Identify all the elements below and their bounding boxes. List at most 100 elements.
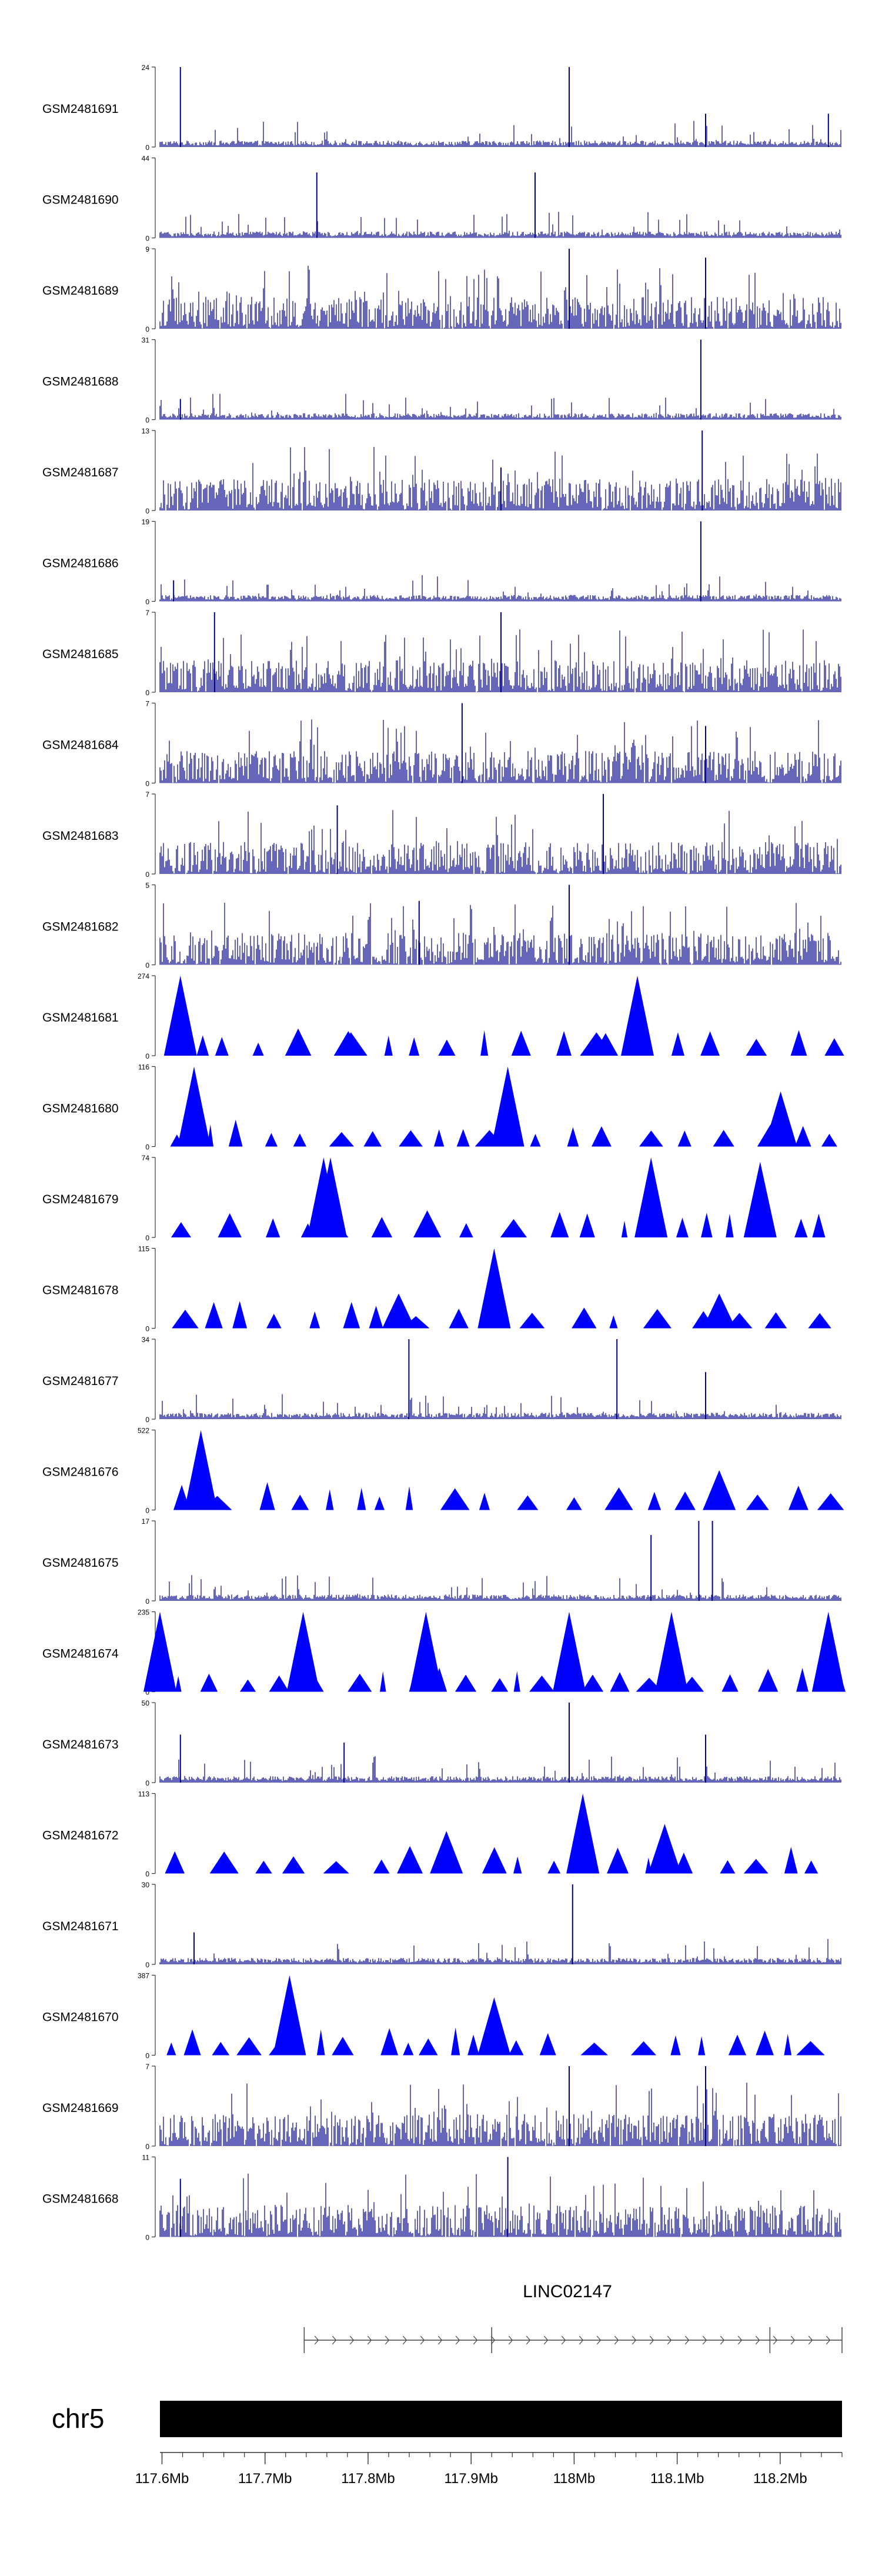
track-label: GSM2481672 (42, 1829, 119, 1843)
peak-mark (163, 976, 197, 1056)
strand-arrow (579, 2335, 584, 2345)
y-min-label: 0 (145, 507, 149, 515)
peak-mark (382, 1293, 415, 1329)
y-max-label: 387 (138, 1972, 149, 1980)
track-label: GSM2481684 (42, 739, 119, 752)
track-GSM2481672: GSM2481672 113 0 (42, 1790, 818, 1878)
coverage-signal (169, 1028, 844, 1056)
y-max-label: 7 (145, 700, 149, 708)
track-label: GSM2481678 (42, 1284, 119, 1297)
peak-mark (811, 1611, 845, 1692)
coverage-signal (159, 2173, 841, 2237)
track-GSM2481676: GSM2481676 522 0 (42, 1427, 844, 1515)
peak-mark (184, 1430, 218, 1510)
y-max-label: 113 (138, 1790, 149, 1798)
track-GSM2481687: GSM2481687 13 0 (42, 427, 841, 515)
strand-arrow (649, 2335, 654, 2345)
gene-annotation: LINC02147 (303, 2282, 843, 2353)
track-label: GSM2481685 (42, 648, 119, 661)
x-tick-label: 118.1Mb (650, 2471, 704, 2487)
strand-arrow (437, 2335, 443, 2345)
track-GSM2481691: GSM2481691 24 0 (42, 64, 841, 152)
y-max-label: 30 (142, 1881, 150, 1889)
strand-arrow (543, 2335, 549, 2345)
peak-mark (580, 1032, 613, 1056)
strand-arrow (737, 2335, 743, 2345)
coverage-signal (159, 629, 841, 692)
coverage-signal (175, 1667, 846, 1692)
track-GSM2481670: GSM2481670 387 0 (42, 1972, 825, 2060)
coverage-signal (159, 393, 841, 420)
track-GSM2481671: GSM2481671 30 0 (42, 1881, 841, 1969)
track-GSM2481668: GSM2481668 11 0 (42, 2154, 841, 2242)
y-max-label: 7 (145, 2063, 149, 2071)
y-max-label: 24 (142, 64, 150, 72)
y-min-label: 0 (145, 1416, 149, 1424)
strand-arrow (632, 2335, 637, 2345)
y-min-label: 0 (145, 1325, 149, 1333)
peak-mark (648, 1824, 681, 1874)
track-label: GSM2481683 (42, 829, 119, 843)
track-GSM2481675: GSM2481675 17 0 (42, 1517, 841, 1606)
strand-arrow (526, 2335, 531, 2345)
y-max-label: 115 (138, 1245, 149, 1253)
peak-mark (430, 1831, 463, 1874)
peak-mark (703, 1470, 736, 1510)
coverage-signal (165, 1846, 818, 1874)
strand-arrow (402, 2335, 407, 2345)
track-label: GSM2481669 (42, 2101, 119, 2115)
y-max-label: 50 (142, 1699, 150, 1707)
x-tick-label: 117.9Mb (444, 2471, 498, 2487)
peak-mark (273, 1975, 306, 2056)
strand-arrow (561, 2335, 566, 2345)
coverage-signal (159, 1394, 841, 1419)
track-GSM2481684: GSM2481684 7 0 (42, 700, 841, 788)
peak-mark (477, 1248, 511, 1329)
track-label: GSM2481677 (42, 1374, 119, 1388)
track-GSM2481681: GSM2481681 274 0 (42, 972, 844, 1060)
y-max-label: 13 (142, 427, 150, 435)
track-GSM2481685: GSM2481685 7 0 (42, 609, 841, 697)
genomic-x-axis: 117.6Mb 117.7Mb 117.8Mb 117.9Mb 118Mb 118.1Mb… (135, 2452, 843, 2487)
strand-arrow (702, 2335, 707, 2345)
strand-arrow (420, 2335, 425, 2345)
y-min-label: 0 (145, 235, 149, 243)
track-label: GSM2481674 (42, 1647, 119, 1661)
track-label: GSM2481690 (42, 193, 119, 207)
strand-arrow (490, 2335, 496, 2345)
y-min-label: 0 (145, 416, 149, 425)
coverage-signal (159, 121, 841, 147)
track-GSM2481674: GSM2481674 235 0 (42, 1609, 846, 1697)
coverage-signal (159, 265, 841, 329)
track-label: GSM2481688 (42, 375, 119, 389)
track-stack: GSM2481691240GSM2481690440GSM248168990GS… (42, 64, 846, 2242)
peak-mark (143, 1611, 176, 1692)
strand-arrow (790, 2335, 796, 2345)
x-tick-label: 118Mb (553, 2471, 596, 2487)
coverage-signal (171, 1210, 826, 1237)
strand-arrow (455, 2335, 460, 2345)
coverage-signal (159, 212, 841, 238)
x-tick-label: 118.2Mb (753, 2471, 807, 2487)
y-min-label: 0 (145, 870, 149, 879)
y-max-label: 44 (142, 155, 150, 163)
y-min-label: 0 (145, 1597, 149, 1606)
track-label: GSM2481681 (42, 1011, 119, 1025)
chromosome-band (160, 2401, 842, 2437)
gene-name-label: LINC02147 (523, 2282, 612, 2301)
strand-arrow (684, 2335, 690, 2345)
peak-mark (621, 976, 654, 1056)
peak-mark (409, 1611, 443, 1692)
coverage-signal (159, 1756, 841, 1783)
y-max-label: 17 (142, 1517, 150, 1526)
y-min-label: 0 (145, 1507, 149, 1515)
y-min-label: 0 (145, 1143, 149, 1152)
track-GSM2481669: GSM2481669 7 0 (42, 2063, 841, 2151)
y-min-label: 0 (145, 1961, 149, 1969)
y-max-label: 74 (142, 1154, 150, 1162)
x-tick-label: 117.7Mb (238, 2471, 292, 2487)
strand-arrow (332, 2335, 337, 2345)
track-GSM2481678: GSM2481678 115 0 (42, 1245, 831, 1333)
y-min-label: 0 (145, 144, 149, 152)
strand-arrow (349, 2335, 355, 2345)
